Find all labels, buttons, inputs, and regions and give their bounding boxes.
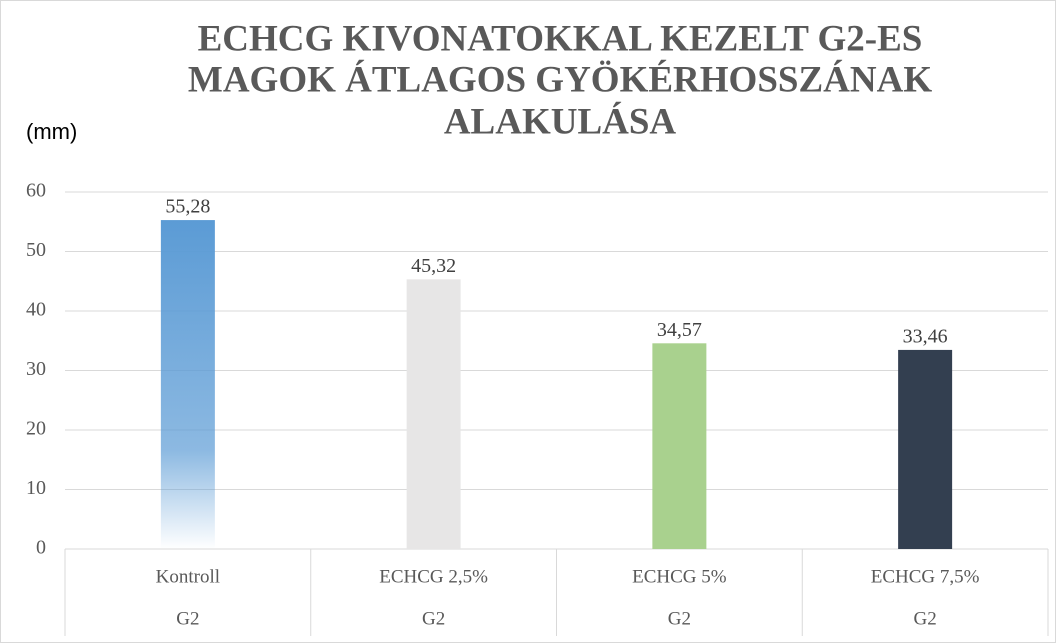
bar <box>898 349 953 549</box>
y-axis-label: (mm) <box>26 119 77 144</box>
data-label: 45,32 <box>411 255 456 277</box>
x-group-label: G2 <box>422 608 445 629</box>
x-tick-label: ECHCG 2,5% <box>379 566 488 587</box>
x-tick-label: ECHCG 5% <box>632 566 727 587</box>
x-group-label: G2 <box>176 608 199 629</box>
chart-title: ECHCG KIVONATOKKAL KEZELT G2-ES <box>198 18 923 59</box>
y-tick-label: 0 <box>36 537 46 559</box>
y-tick-label: 30 <box>26 358 46 380</box>
x-tick-label: ECHCG 7,5% <box>871 566 980 587</box>
bar <box>406 279 461 549</box>
bar <box>160 220 215 550</box>
x-group-label: G2 <box>668 608 691 629</box>
chart-title: ALAKULÁSA <box>444 100 677 142</box>
y-tick-label: 20 <box>26 418 46 440</box>
chart-title: MAGOK ÁTLAGOS GYÖKÉRHOSSZÁNAK <box>188 58 932 100</box>
y-tick-label: 50 <box>26 239 46 261</box>
y-tick-label: 10 <box>26 477 46 499</box>
y-tick-label: 40 <box>26 299 46 321</box>
bar <box>652 343 707 549</box>
data-label: 33,46 <box>903 326 948 348</box>
x-tick-label: Kontroll <box>156 566 220 587</box>
data-label: 55,28 <box>165 196 210 218</box>
x-group-label: G2 <box>914 608 937 629</box>
data-label: 34,57 <box>657 319 702 341</box>
y-tick-label: 60 <box>26 180 46 202</box>
